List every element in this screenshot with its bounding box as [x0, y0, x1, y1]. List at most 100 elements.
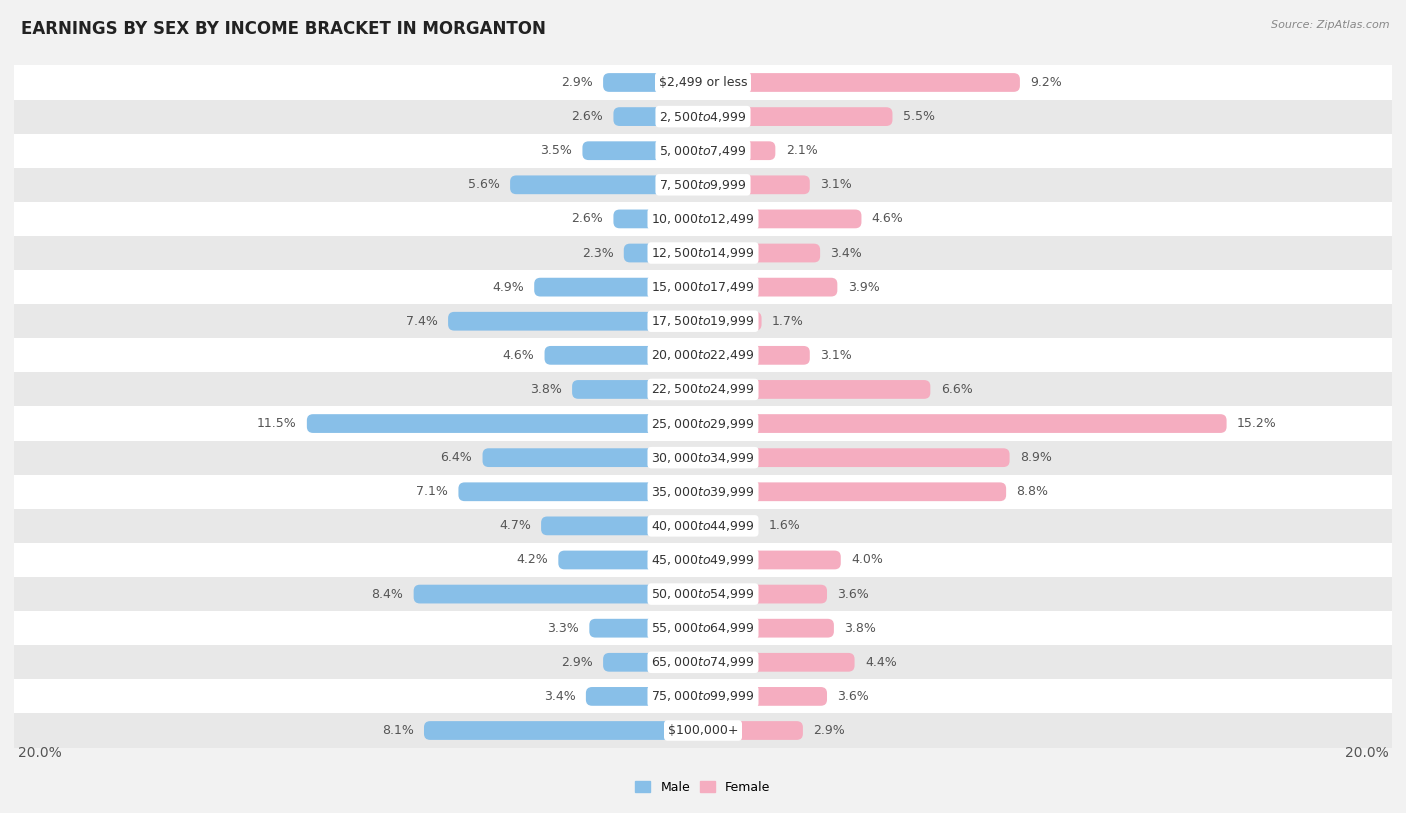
Bar: [14, 304, 1392, 338]
FancyBboxPatch shape: [703, 210, 862, 228]
Text: 15.2%: 15.2%: [1237, 417, 1277, 430]
Text: $2,499 or less: $2,499 or less: [659, 76, 747, 89]
FancyBboxPatch shape: [510, 176, 703, 194]
Text: 5.6%: 5.6%: [468, 178, 499, 191]
Bar: [14, 611, 1392, 646]
Bar: [14, 133, 1392, 167]
Text: 6.4%: 6.4%: [440, 451, 472, 464]
FancyBboxPatch shape: [703, 278, 838, 297]
Text: $100,000+: $100,000+: [668, 724, 738, 737]
FancyBboxPatch shape: [586, 687, 703, 706]
Text: 3.9%: 3.9%: [848, 280, 879, 293]
FancyBboxPatch shape: [613, 210, 703, 228]
Text: 1.6%: 1.6%: [769, 520, 800, 533]
Text: 2.9%: 2.9%: [813, 724, 845, 737]
FancyBboxPatch shape: [589, 619, 703, 637]
Text: 5.5%: 5.5%: [903, 110, 935, 123]
Text: 8.9%: 8.9%: [1019, 451, 1052, 464]
Text: $12,500 to $14,999: $12,500 to $14,999: [651, 246, 755, 260]
FancyBboxPatch shape: [703, 244, 820, 263]
Bar: [14, 338, 1392, 372]
Text: $20,000 to $22,499: $20,000 to $22,499: [651, 348, 755, 363]
FancyBboxPatch shape: [703, 482, 1007, 501]
FancyBboxPatch shape: [703, 141, 775, 160]
FancyBboxPatch shape: [703, 550, 841, 569]
Text: $17,500 to $19,999: $17,500 to $19,999: [651, 315, 755, 328]
Text: 8.4%: 8.4%: [371, 588, 404, 601]
FancyBboxPatch shape: [541, 516, 703, 535]
FancyBboxPatch shape: [703, 585, 827, 603]
Text: 8.1%: 8.1%: [382, 724, 413, 737]
FancyBboxPatch shape: [703, 448, 1010, 467]
Text: $7,500 to $9,999: $7,500 to $9,999: [659, 178, 747, 192]
FancyBboxPatch shape: [703, 312, 762, 331]
FancyBboxPatch shape: [703, 107, 893, 126]
Text: 2.3%: 2.3%: [582, 246, 613, 259]
Text: 8.8%: 8.8%: [1017, 485, 1049, 498]
Text: $10,000 to $12,499: $10,000 to $12,499: [651, 212, 755, 226]
Text: 20.0%: 20.0%: [17, 746, 62, 759]
FancyBboxPatch shape: [482, 448, 703, 467]
FancyBboxPatch shape: [413, 585, 703, 603]
Text: 3.1%: 3.1%: [820, 178, 852, 191]
Text: 6.6%: 6.6%: [941, 383, 973, 396]
Text: 4.6%: 4.6%: [502, 349, 534, 362]
Text: 3.6%: 3.6%: [838, 690, 869, 703]
Text: $45,000 to $49,999: $45,000 to $49,999: [651, 553, 755, 567]
FancyBboxPatch shape: [582, 141, 703, 160]
Bar: [14, 167, 1392, 202]
Text: $25,000 to $29,999: $25,000 to $29,999: [651, 416, 755, 431]
Bar: [14, 372, 1392, 406]
FancyBboxPatch shape: [534, 278, 703, 297]
FancyBboxPatch shape: [703, 619, 834, 637]
Bar: [14, 202, 1392, 236]
Bar: [14, 99, 1392, 133]
Text: 2.6%: 2.6%: [571, 212, 603, 225]
Text: $22,500 to $24,999: $22,500 to $24,999: [651, 382, 755, 397]
Text: $40,000 to $44,999: $40,000 to $44,999: [651, 519, 755, 533]
Bar: [14, 646, 1392, 680]
FancyBboxPatch shape: [703, 73, 1019, 92]
Bar: [14, 543, 1392, 577]
Bar: [14, 509, 1392, 543]
Text: $75,000 to $99,999: $75,000 to $99,999: [651, 689, 755, 703]
FancyBboxPatch shape: [703, 176, 810, 194]
FancyBboxPatch shape: [558, 550, 703, 569]
Text: 9.2%: 9.2%: [1031, 76, 1062, 89]
FancyBboxPatch shape: [307, 414, 703, 433]
FancyBboxPatch shape: [449, 312, 703, 331]
Text: $50,000 to $54,999: $50,000 to $54,999: [651, 587, 755, 601]
FancyBboxPatch shape: [703, 721, 803, 740]
Bar: [14, 236, 1392, 270]
Text: 7.1%: 7.1%: [416, 485, 449, 498]
Text: 3.8%: 3.8%: [530, 383, 562, 396]
Text: 3.3%: 3.3%: [547, 622, 579, 635]
Text: 3.5%: 3.5%: [540, 144, 572, 157]
Bar: [14, 406, 1392, 441]
Text: 3.6%: 3.6%: [838, 588, 869, 601]
Text: 20.0%: 20.0%: [1344, 746, 1389, 759]
Text: $30,000 to $34,999: $30,000 to $34,999: [651, 450, 755, 465]
Bar: [14, 441, 1392, 475]
Bar: [14, 270, 1392, 304]
FancyBboxPatch shape: [624, 244, 703, 263]
Text: 4.6%: 4.6%: [872, 212, 904, 225]
Text: $2,500 to $4,999: $2,500 to $4,999: [659, 110, 747, 124]
FancyBboxPatch shape: [425, 721, 703, 740]
FancyBboxPatch shape: [703, 516, 758, 535]
Text: 1.7%: 1.7%: [772, 315, 804, 328]
Text: EARNINGS BY SEX BY INCOME BRACKET IN MORGANTON: EARNINGS BY SEX BY INCOME BRACKET IN MOR…: [21, 20, 546, 38]
Text: $5,000 to $7,499: $5,000 to $7,499: [659, 144, 747, 158]
Text: 4.7%: 4.7%: [499, 520, 531, 533]
Legend: Male, Female: Male, Female: [630, 776, 776, 799]
Text: $35,000 to $39,999: $35,000 to $39,999: [651, 485, 755, 498]
Text: 3.4%: 3.4%: [544, 690, 575, 703]
Text: 2.1%: 2.1%: [786, 144, 817, 157]
Text: 4.0%: 4.0%: [851, 554, 883, 567]
Text: 3.8%: 3.8%: [844, 622, 876, 635]
Text: 4.4%: 4.4%: [865, 656, 897, 669]
Text: Source: ZipAtlas.com: Source: ZipAtlas.com: [1271, 20, 1389, 30]
FancyBboxPatch shape: [613, 107, 703, 126]
Text: 4.9%: 4.9%: [492, 280, 524, 293]
Text: 4.2%: 4.2%: [516, 554, 548, 567]
